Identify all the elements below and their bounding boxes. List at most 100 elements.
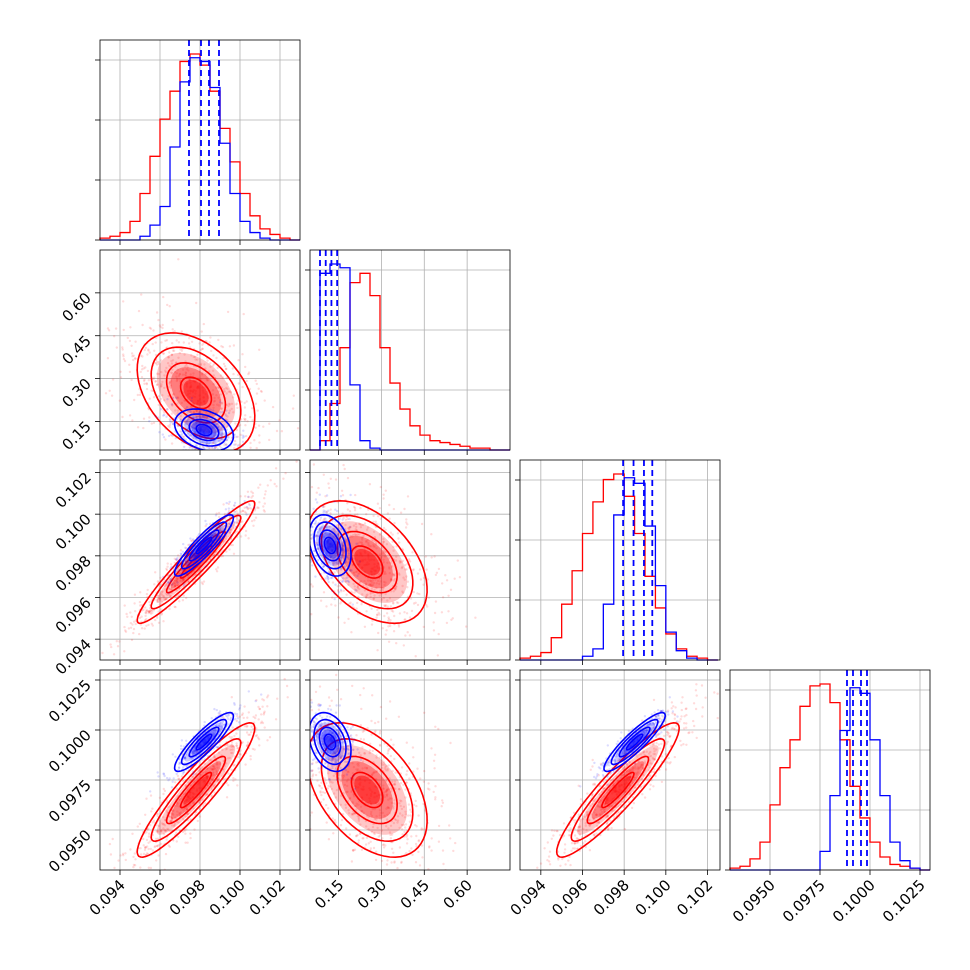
scatter-point-red — [241, 741, 244, 744]
scatter-point-red — [384, 489, 387, 492]
scatter-point-red — [357, 803, 360, 806]
scatter-point-red — [169, 386, 172, 389]
scatter-point-red — [121, 348, 124, 351]
scatter-point-red — [365, 539, 368, 543]
scatter-point-blue — [343, 537, 347, 540]
scatter-point-red — [369, 840, 372, 843]
scatter-point-red — [262, 505, 265, 508]
scatter-point-red — [171, 434, 174, 438]
scatter-point-blue — [324, 552, 328, 555]
scatter-point-red — [389, 833, 392, 837]
scatter-point-blue — [319, 527, 322, 531]
scatter-point-blue — [186, 555, 190, 558]
scatter-point-red — [113, 335, 116, 338]
scatter-point-red — [147, 847, 150, 851]
scatter-point-red — [173, 823, 176, 827]
scatter-point-red — [366, 726, 369, 730]
scatter-point-blue — [342, 566, 345, 570]
scatter-point-red — [156, 360, 159, 364]
scatter-point-red — [412, 803, 416, 806]
scatter-point-red — [130, 638, 134, 642]
scatter-point-red — [369, 583, 372, 587]
scatter-point-red — [121, 852, 125, 855]
scatter-point-red — [169, 378, 172, 381]
scatter-point-red — [123, 625, 126, 629]
scatter-point-blue — [175, 772, 178, 776]
scatter-point-red — [134, 357, 137, 360]
scatter-point-red — [354, 513, 357, 516]
scatter-point-red — [449, 741, 452, 745]
scatter-point-red — [133, 357, 137, 360]
scatter-point-red — [320, 781, 323, 784]
scatter-point-red — [233, 393, 236, 396]
scatter-point-blue — [183, 423, 186, 426]
scatter-point-red — [261, 698, 264, 701]
scatter-point-red — [347, 550, 350, 553]
scatter-point-red — [131, 419, 134, 422]
scatter-point-red — [187, 342, 191, 345]
scatter-point-red — [362, 738, 366, 741]
scatter-point-red — [378, 582, 381, 586]
scatter-point-red — [454, 841, 457, 845]
scatter-point-red — [365, 513, 368, 516]
scatter-point-red — [336, 562, 339, 565]
scatter-point-red — [339, 756, 343, 759]
panel-r0-c0 — [95, 39, 301, 245]
scatter-point-red — [175, 802, 179, 805]
scatter-point-red — [216, 779, 219, 783]
scatter-point-red — [223, 390, 226, 393]
scatter-point-red — [182, 594, 185, 597]
scatter-point-red — [336, 588, 340, 592]
panel-r2-c2 — [515, 459, 721, 665]
scatter-point-blue — [200, 440, 204, 444]
scatter-point-red — [403, 816, 407, 819]
scatter-point-red — [145, 845, 149, 848]
scatter-point-red — [405, 835, 408, 838]
scatter-point-red — [188, 377, 191, 380]
scatter-point-red — [405, 518, 408, 521]
scatter-point-red — [208, 407, 211, 410]
scatter-point-red — [165, 568, 169, 572]
scatter-point-red — [161, 323, 164, 327]
scatter-point-red — [208, 341, 211, 344]
scatter-point-red — [386, 599, 389, 602]
scatter-point-red — [436, 654, 439, 657]
scatter-point-red — [243, 419, 247, 422]
scatter-point-red — [384, 780, 388, 783]
scatter-point-red — [149, 327, 153, 330]
scatter-point-red — [172, 809, 175, 812]
scatter-point-blue — [214, 431, 217, 435]
scatter-point-blue — [242, 429, 245, 432]
scatter-point-red — [211, 364, 215, 367]
scatter-point-red — [233, 439, 237, 443]
scatter-point-red — [157, 395, 160, 398]
scatter-point-red — [269, 479, 272, 482]
scatter-point-red — [148, 326, 152, 329]
scatter-point-red — [159, 602, 162, 605]
scatter-point-red — [173, 557, 176, 560]
scatter-point-red — [347, 557, 350, 560]
scatter-point-red — [222, 503, 225, 506]
scatter-point-red — [403, 618, 406, 621]
scatter-point-red — [338, 734, 341, 737]
scatter-point-red — [230, 696, 233, 699]
scatter-point-red — [316, 541, 319, 545]
scatter-point-red — [368, 751, 371, 755]
scatter-point-red — [376, 608, 379, 612]
scatter-point-red — [268, 422, 271, 425]
scatter-point-red — [162, 833, 166, 836]
scatter-point-red — [163, 789, 167, 793]
scatter-point-red — [130, 344, 133, 347]
scatter-point-red — [352, 782, 355, 785]
scatter-point-red — [168, 830, 172, 833]
scatter-point-blue — [204, 565, 207, 568]
scatter-point-red — [328, 486, 331, 490]
scatter-point-red — [348, 833, 352, 836]
scatter-point-blue — [340, 546, 344, 550]
scatter-point-blue — [198, 434, 202, 437]
scatter-point-red — [145, 618, 148, 621]
scatter-point-blue — [241, 503, 244, 506]
scatter-point-red — [185, 547, 188, 550]
scatter-point-red — [360, 810, 363, 813]
scatter-point-red — [330, 699, 333, 702]
